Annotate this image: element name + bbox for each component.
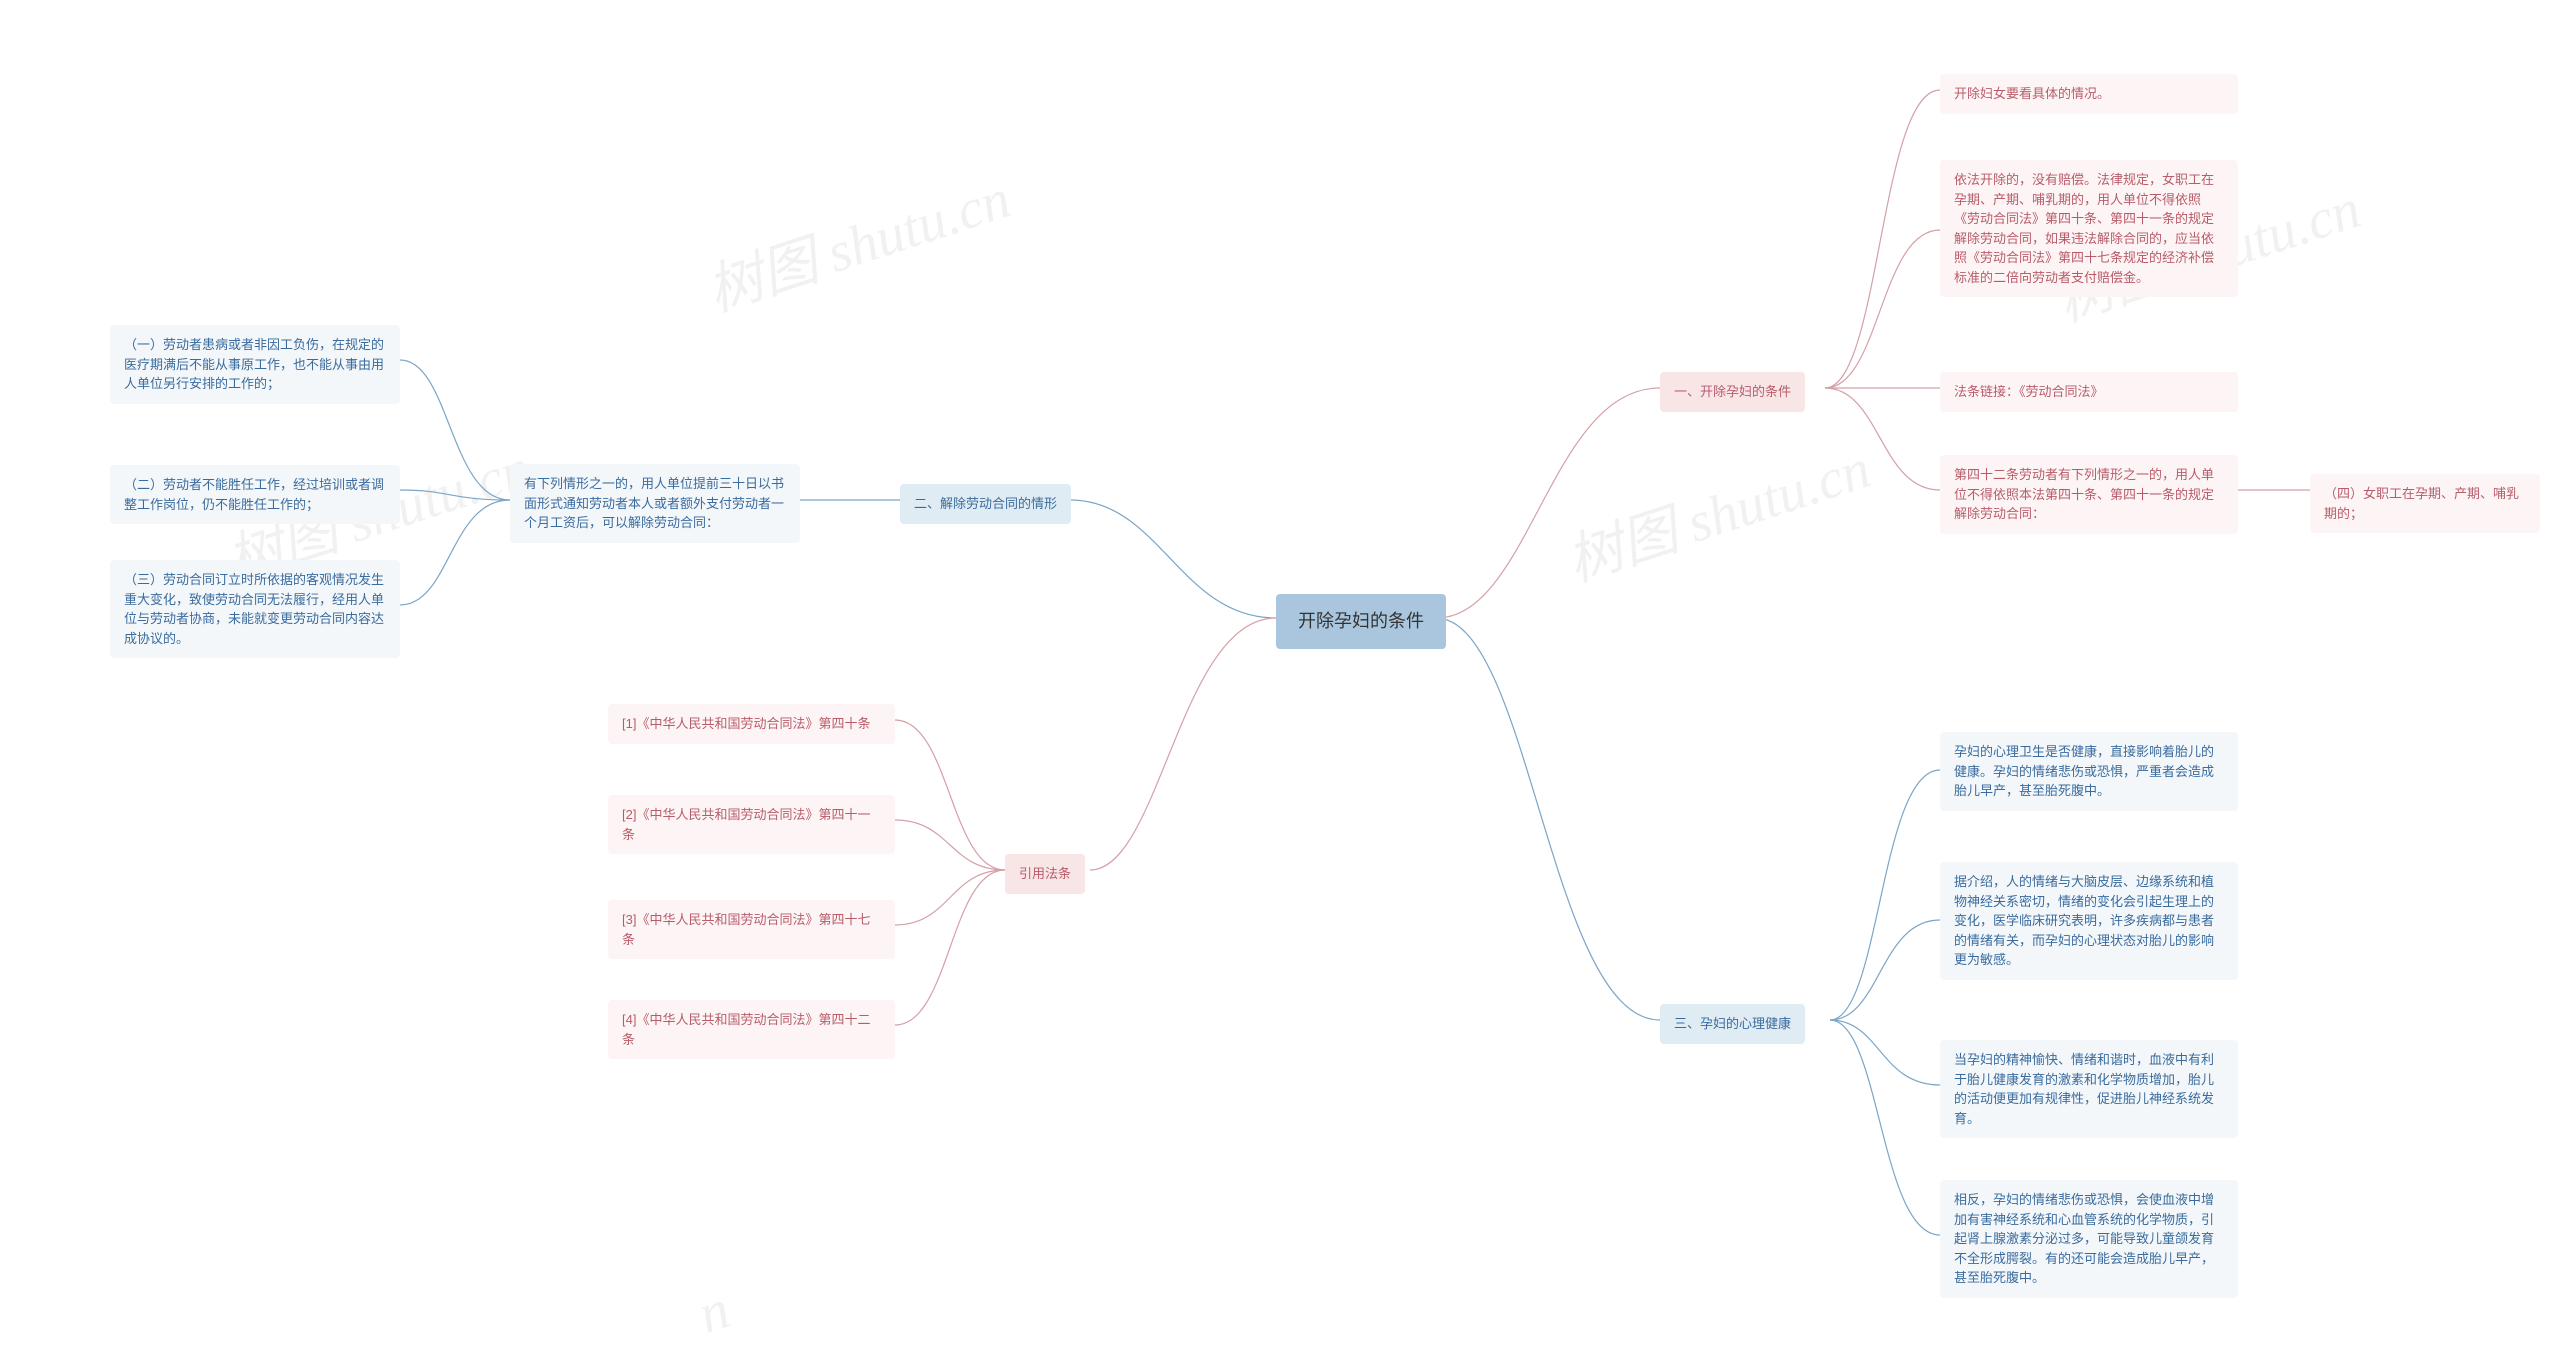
root-node: 开除孕妇的条件 — [1276, 594, 1446, 649]
root-label: 开除孕妇的条件 — [1298, 611, 1424, 631]
leaf-node: 依法开除的，没有赔偿。法律规定，女职工在孕期、产期、哺乳期的，用人单位不得依照《… — [1940, 160, 2238, 297]
leaf-node: [1]《中华人民共和国劳动合同法》第四十条 — [608, 704, 895, 744]
leaf-text: 法条链接：《劳动合同法》 — [1954, 384, 2104, 399]
leaf-node: （一）劳动者患病或者非因工负伤，在规定的医疗期满后不能从事原工作，也不能从事由用… — [110, 325, 400, 404]
leaf-text: 相反，孕妇的情绪悲伤或恐惧，会使血液中增加有害神经系统和心血管系统的化学物质，引… — [1954, 1192, 2214, 1285]
leaf-text: 有下列情形之一的，用人单位提前三十日以书面形式通知劳动者本人或者额外支付劳动者一… — [524, 476, 784, 530]
branch-label: 一、开除孕妇的条件 — [1674, 384, 1791, 399]
watermark: n — [691, 1277, 737, 1347]
leaf-text: （一）劳动者患病或者非因工负伤，在规定的医疗期满后不能从事原工作，也不能从事由用… — [124, 337, 384, 391]
leaf-text: [2]《中华人民共和国劳动合同法》第四十一条 — [622, 807, 870, 842]
branch-label: 引用法条 — [1019, 866, 1071, 881]
leaf-text: 孕妇的心理卫生是否健康，直接影响着胎儿的健康。孕妇的情绪悲伤或恐惧，严重者会造成… — [1954, 744, 2214, 798]
watermark: 树图 shutu.cn — [695, 153, 1019, 327]
leaf-text: 第四十二条劳动者有下列情形之一的，用人单位不得依照本法第四十条、第四十一条的规定… — [1954, 467, 2214, 521]
leaf-node: 据介绍，人的情绪与大脑皮层、边缘系统和植物神经关系密切，情绪的变化会引起生理上的… — [1940, 862, 2238, 980]
leaf-text: （四）女职工在孕期、产期、哺乳期的； — [2324, 486, 2519, 521]
branch-termination: 二、解除劳动合同的情形 — [900, 484, 1071, 524]
leaf-text: [1]《中华人民共和国劳动合同法》第四十条 — [622, 716, 870, 731]
leaf-text: [4]《中华人民共和国劳动合同法》第四十二条 — [622, 1012, 870, 1047]
leaf-text: （三）劳动合同订立时所依据的客观情况发生重大变化，致使劳动合同无法履行，经用人单… — [124, 572, 384, 646]
leaf-node: （二）劳动者不能胜任工作，经过培训或者调整工作岗位，仍不能胜任工作的； — [110, 465, 400, 524]
leaf-text: 据介绍，人的情绪与大脑皮层、边缘系统和植物神经关系密切，情绪的变化会引起生理上的… — [1954, 874, 2214, 967]
branch-citations: 引用法条 — [1005, 854, 1085, 894]
leaf-text: [3]《中华人民共和国劳动合同法》第四十七条 — [622, 912, 870, 947]
branch-conditions: 一、开除孕妇的条件 — [1660, 372, 1805, 412]
leaf-node: （三）劳动合同订立时所依据的客观情况发生重大变化，致使劳动合同无法履行，经用人单… — [110, 560, 400, 658]
leaf-text: 依法开除的，没有赔偿。法律规定，女职工在孕期、产期、哺乳期的，用人单位不得依照《… — [1954, 172, 2214, 285]
branch-label: 二、解除劳动合同的情形 — [914, 496, 1057, 511]
leaf-node: 法条链接：《劳动合同法》 — [1940, 372, 2238, 412]
leaf-text: 当孕妇的精神愉快、情绪和谐时，血液中有利于胎儿健康发育的激素和化学物质增加，胎儿… — [1954, 1052, 2214, 1126]
branch-label: 三、孕妇的心理健康 — [1674, 1016, 1791, 1031]
leaf-node: [4]《中华人民共和国劳动合同法》第四十二条 — [608, 1000, 895, 1059]
leaf-node: 孕妇的心理卫生是否健康，直接影响着胎儿的健康。孕妇的情绪悲伤或恐惧，严重者会造成… — [1940, 732, 2238, 811]
leaf-text: （二）劳动者不能胜任工作，经过培训或者调整工作岗位，仍不能胜任工作的； — [124, 477, 384, 512]
leaf-node: [3]《中华人民共和国劳动合同法》第四十七条 — [608, 900, 895, 959]
watermark: 树图 shutu.cn — [1555, 423, 1879, 597]
leaf-node: 开除妇女要看具体的情况。 — [1940, 74, 2238, 114]
branch-psychology: 三、孕妇的心理健康 — [1660, 1004, 1805, 1044]
leaf-node: 当孕妇的精神愉快、情绪和谐时，血液中有利于胎儿健康发育的激素和化学物质增加，胎儿… — [1940, 1040, 2238, 1138]
leaf-text: 开除妇女要看具体的情况。 — [1954, 86, 2110, 101]
leaf-node: （四）女职工在孕期、产期、哺乳期的； — [2310, 474, 2540, 533]
leaf-node: [2]《中华人民共和国劳动合同法》第四十一条 — [608, 795, 895, 854]
leaf-node: 相反，孕妇的情绪悲伤或恐惧，会使血液中增加有害神经系统和心血管系统的化学物质，引… — [1940, 1180, 2238, 1298]
mid-node: 有下列情形之一的，用人单位提前三十日以书面形式通知劳动者本人或者额外支付劳动者一… — [510, 464, 800, 543]
leaf-node: 第四十二条劳动者有下列情形之一的，用人单位不得依照本法第四十条、第四十一条的规定… — [1940, 455, 2238, 534]
